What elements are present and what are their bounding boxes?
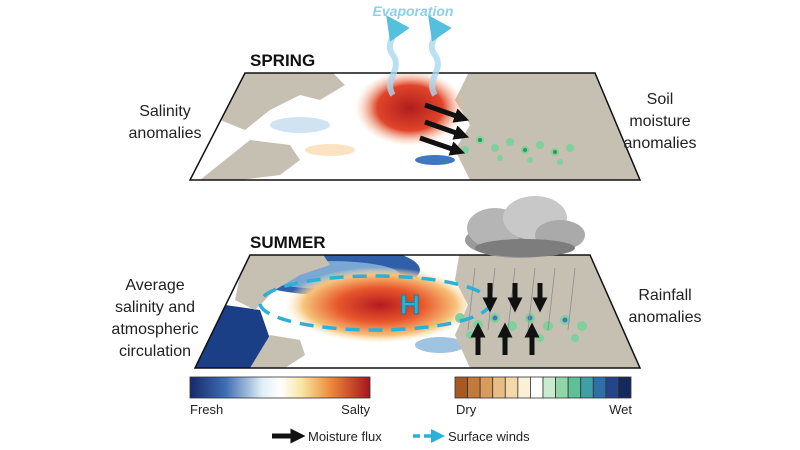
rainfall-low-label: Dry (456, 402, 477, 417)
summer-left-label: Average salinity and atmospheric circulatio… (111, 277, 198, 360)
colorbar-swatch (567, 376, 582, 399)
colorbar-swatch (517, 376, 531, 399)
colorbar-swatch (555, 376, 569, 399)
evaporation-label: Evaporation (373, 3, 454, 19)
colorbar-swatch (530, 376, 544, 399)
salinity-colorbar (189, 376, 371, 399)
moisture-arrows-summer (470, 283, 548, 355)
colorbar-swatch (454, 376, 468, 399)
summer-map (193, 254, 642, 369)
moisture-arrows-spring (419, 102, 470, 156)
rainfall-high-label: Wet (609, 402, 632, 417)
spring-map (188, 72, 642, 181)
surface-winds-label: Surface winds (448, 429, 530, 444)
salinity-high-label: Salty (341, 402, 370, 417)
colorbar-swatch (580, 376, 594, 399)
moisture-flux-label: Moisture flux (308, 429, 382, 444)
colorbar-swatch (479, 376, 494, 399)
evaporation-arrows (386, 15, 452, 97)
cloud (465, 196, 585, 258)
summer-title: SUMMER (250, 233, 326, 252)
salinity-low-label: Fresh (190, 402, 223, 417)
colorbar-swatch (467, 376, 481, 399)
rainfall-colorbar (454, 376, 632, 399)
high-pressure-label: H (400, 289, 420, 320)
spring-left-label: Salinity anomalies (129, 103, 202, 142)
colorbar-swatch (592, 376, 607, 399)
summer-right-label: Rainfall anomalies (629, 287, 702, 326)
colorbar-swatch (492, 376, 506, 399)
colorbar-swatch (504, 376, 519, 399)
spring-title: SPRING (250, 51, 315, 70)
colorbar-swatch (542, 376, 556, 399)
colorbar-swatch (618, 376, 632, 399)
spring-right-label: Soil moisture anomalies (624, 91, 697, 152)
colorbar-swatch (605, 376, 619, 399)
